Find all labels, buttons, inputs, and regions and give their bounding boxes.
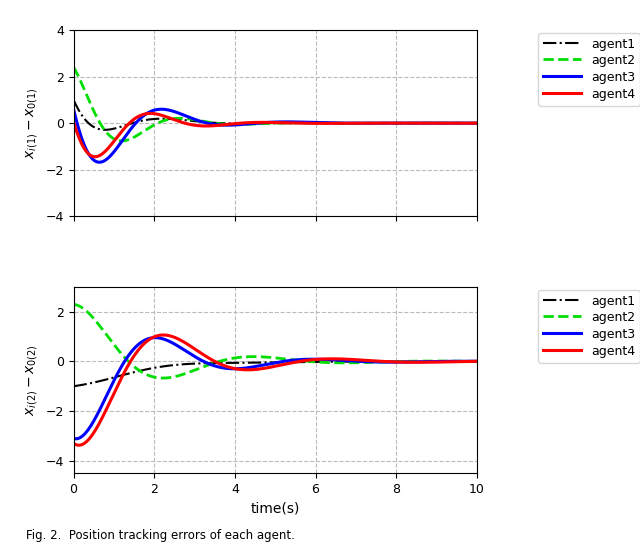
- agent1: [70, 97, 77, 103]
- agent1: [266, 120, 274, 126]
- agent4: [75, 442, 83, 449]
- agent3: [72, 435, 79, 442]
- X-axis label: time(s): time(s): [250, 502, 300, 515]
- agent3: [90, 157, 98, 164]
- Legend: agent1, agent2, agent3, agent4: agent1, agent2, agent3, agent4: [538, 33, 640, 106]
- agent3: [266, 119, 274, 126]
- agent2: [90, 316, 98, 322]
- Y-axis label: $x_{i(2)} - x_{0(2)}$: $x_{i(2)} - x_{0(2)}$: [24, 344, 40, 416]
- agent3: [151, 334, 159, 341]
- agent1: [461, 358, 468, 365]
- Line: agent3: agent3: [74, 337, 477, 439]
- agent3: [255, 120, 263, 126]
- agent2: [159, 375, 167, 381]
- agent2: [387, 358, 395, 365]
- Line: agent4: agent4: [74, 113, 477, 157]
- agent4: [70, 440, 77, 447]
- agent2: [461, 358, 469, 364]
- agent2: [70, 64, 77, 71]
- agent3: [70, 106, 77, 113]
- agent4: [461, 358, 469, 365]
- agent1: [255, 359, 263, 366]
- agent4: [266, 364, 274, 370]
- agent1: [473, 358, 481, 365]
- agent2: [118, 138, 125, 144]
- agent2: [255, 120, 263, 127]
- Line: agent4: agent4: [74, 335, 477, 445]
- agent3: [461, 358, 469, 364]
- Line: agent3: agent3: [74, 109, 477, 162]
- agent1: [461, 120, 469, 126]
- Line: agent1: agent1: [74, 100, 477, 130]
- agent2: [461, 358, 469, 364]
- agent2: [255, 353, 263, 360]
- agent2: [461, 120, 469, 126]
- agent2: [266, 354, 274, 360]
- agent4: [255, 119, 263, 126]
- agent4: [473, 358, 481, 365]
- agent1: [461, 358, 469, 365]
- agent1: [101, 126, 109, 133]
- agent1: [70, 383, 77, 389]
- agent4: [91, 154, 99, 160]
- agent2: [473, 120, 481, 126]
- agent3: [473, 120, 481, 126]
- agent3: [461, 120, 469, 126]
- agent4: [159, 331, 167, 338]
- agent4: [461, 358, 469, 365]
- agent2: [461, 120, 469, 126]
- agent4: [255, 366, 263, 373]
- agent3: [461, 120, 469, 126]
- agent3: [266, 360, 274, 367]
- agent4: [461, 120, 469, 126]
- agent3: [387, 120, 395, 126]
- agent4: [388, 358, 396, 365]
- agent1: [266, 359, 273, 366]
- agent3: [95, 159, 103, 166]
- agent1: [90, 379, 98, 386]
- agent2: [387, 120, 395, 126]
- agent4: [266, 119, 274, 126]
- Legend: agent1, agent2, agent3, agent4: agent1, agent2, agent3, agent4: [538, 289, 640, 363]
- agent3: [461, 358, 469, 364]
- agent3: [90, 417, 98, 423]
- agent2: [70, 301, 77, 307]
- agent4: [70, 119, 77, 125]
- agent1: [387, 358, 395, 365]
- agent1: [255, 120, 263, 127]
- Line: agent1: agent1: [74, 362, 477, 386]
- Y-axis label: $x_{i(1)} - x_{0(1)}$: $x_{i(1)} - x_{0(1)}$: [24, 88, 40, 159]
- agent4: [147, 110, 154, 117]
- agent3: [388, 359, 396, 365]
- agent4: [461, 120, 469, 126]
- Line: agent2: agent2: [74, 67, 477, 141]
- agent1: [473, 120, 481, 126]
- Text: Fig. 2.  Position tracking errors of each agent.: Fig. 2. Position tracking errors of each…: [26, 528, 294, 542]
- agent2: [266, 120, 274, 126]
- agent1: [387, 120, 395, 126]
- agent2: [90, 108, 98, 115]
- agent3: [473, 358, 481, 364]
- agent4: [388, 120, 396, 126]
- agent1: [461, 120, 469, 126]
- agent2: [473, 358, 481, 365]
- agent4: [90, 428, 98, 435]
- agent3: [70, 435, 77, 441]
- agent4: [90, 153, 98, 160]
- agent3: [255, 363, 263, 369]
- Line: agent2: agent2: [74, 304, 477, 378]
- agent1: [90, 124, 98, 131]
- agent4: [473, 120, 481, 126]
